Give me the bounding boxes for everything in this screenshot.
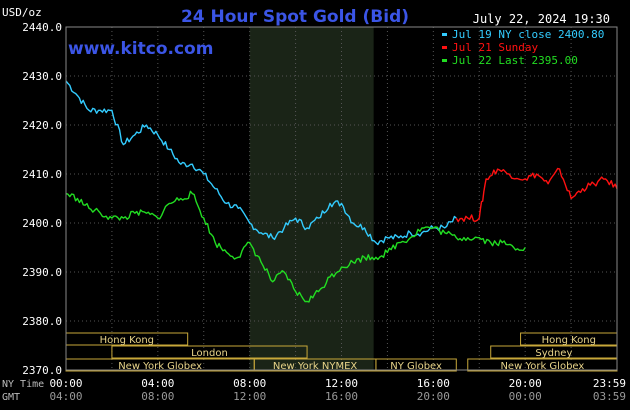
chart-title: 24 Hour Spot Gold (Bid) xyxy=(181,7,409,27)
session-bar: Hong Kong xyxy=(520,332,618,346)
session-bar: Hong Kong xyxy=(65,332,189,346)
legend-entry: Jul 22 Last 2395.00 xyxy=(442,54,578,67)
series-2 xyxy=(65,190,526,303)
y-tick-label: 2380.0 xyxy=(22,315,62,328)
session-label: New York Globex xyxy=(500,361,584,372)
session-label: Hong Kong xyxy=(542,335,596,346)
legend-label: Jul 22 Last 2395.00 xyxy=(452,54,578,67)
x-tick-gmt: 00:00 xyxy=(509,390,542,403)
session-label: London xyxy=(191,348,228,359)
y-axis-ticks: 2440.0 2430.0 2420.0 2410.0 2400.0 2390.0 2380… xyxy=(22,21,62,377)
session-bar: Sydney xyxy=(490,345,618,359)
y-tick-label: 2440.0 xyxy=(22,21,62,34)
x-tick-ny: 16:00 xyxy=(417,377,450,390)
y-tick-label: 2420.0 xyxy=(22,119,62,132)
legend-swatch xyxy=(442,59,447,62)
x-tick-gmt: 12:00 xyxy=(233,390,266,403)
chart-timestamp: July 22, 2024 19:30 xyxy=(473,12,610,26)
session-label: New York NYMEX xyxy=(273,361,358,372)
y-tick-label: 2430.0 xyxy=(22,70,62,83)
legend-swatch xyxy=(442,33,447,36)
x-tick-gmt: 03:59 xyxy=(593,390,626,403)
legend-swatch xyxy=(442,46,447,49)
y-tick-label: 2410.0 xyxy=(22,168,62,181)
session-bar: NY Globex xyxy=(375,358,457,372)
session-bar: London xyxy=(111,345,308,359)
market-sessions: Hong Kong Hong Kong London Sydney New York G… xyxy=(65,332,618,372)
series-0 xyxy=(65,80,457,246)
series-line xyxy=(65,190,526,303)
x-axis-ticks: 00:00 04:00 08:00 12:00 16:00 20:00 23:5904:00… xyxy=(49,377,626,403)
x-tick-ny: 20:00 xyxy=(509,377,542,390)
x-tick-gmt: 04:00 xyxy=(49,390,82,403)
session-box xyxy=(375,358,457,372)
price-series xyxy=(65,80,618,303)
x-tick-gmt: 20:00 xyxy=(417,390,450,403)
y-tick-label: 2370.0 xyxy=(22,364,62,377)
legend-entry: Jul 21 Sunday xyxy=(442,41,538,54)
x-tick-ny: 23:59 xyxy=(593,377,626,390)
plot-border xyxy=(65,26,618,371)
session-label: New York Globex xyxy=(118,361,202,372)
x-tick-gmt: 16:00 xyxy=(325,390,358,403)
x-tick-ny: 12:00 xyxy=(325,377,358,390)
legend-label: Jul 21 Sunday xyxy=(452,41,538,54)
x-tick-ny: 04:00 xyxy=(141,377,174,390)
y-tick-label: 2400.0 xyxy=(22,217,62,230)
ny-time-label: NY Time xyxy=(2,379,44,390)
y-axis-label: USD/oz xyxy=(2,6,42,19)
series-line xyxy=(455,167,618,223)
session-box xyxy=(111,345,308,359)
session-label: Sydney xyxy=(535,348,572,359)
legend-entry: Jul 19 NY close 2400.80 xyxy=(442,28,604,41)
series-line xyxy=(65,80,457,246)
x-tick-gmt: 08:00 xyxy=(141,390,174,403)
gmt-label: GMT xyxy=(2,392,20,403)
x-tick-ny: 00:00 xyxy=(49,377,82,390)
y-tick-label: 2390.0 xyxy=(22,266,62,279)
series-1 xyxy=(455,167,618,223)
source-label: www.kitco.com xyxy=(68,39,213,59)
highlight-band-rect xyxy=(249,27,374,370)
nymex-session-band xyxy=(249,27,374,370)
legend-label: Jul 19 NY close 2400.80 xyxy=(452,28,604,41)
session-label: Hong Kong xyxy=(100,335,154,346)
x-tick-ny: 08:00 xyxy=(233,377,266,390)
session-label: NY Globex xyxy=(390,361,442,372)
